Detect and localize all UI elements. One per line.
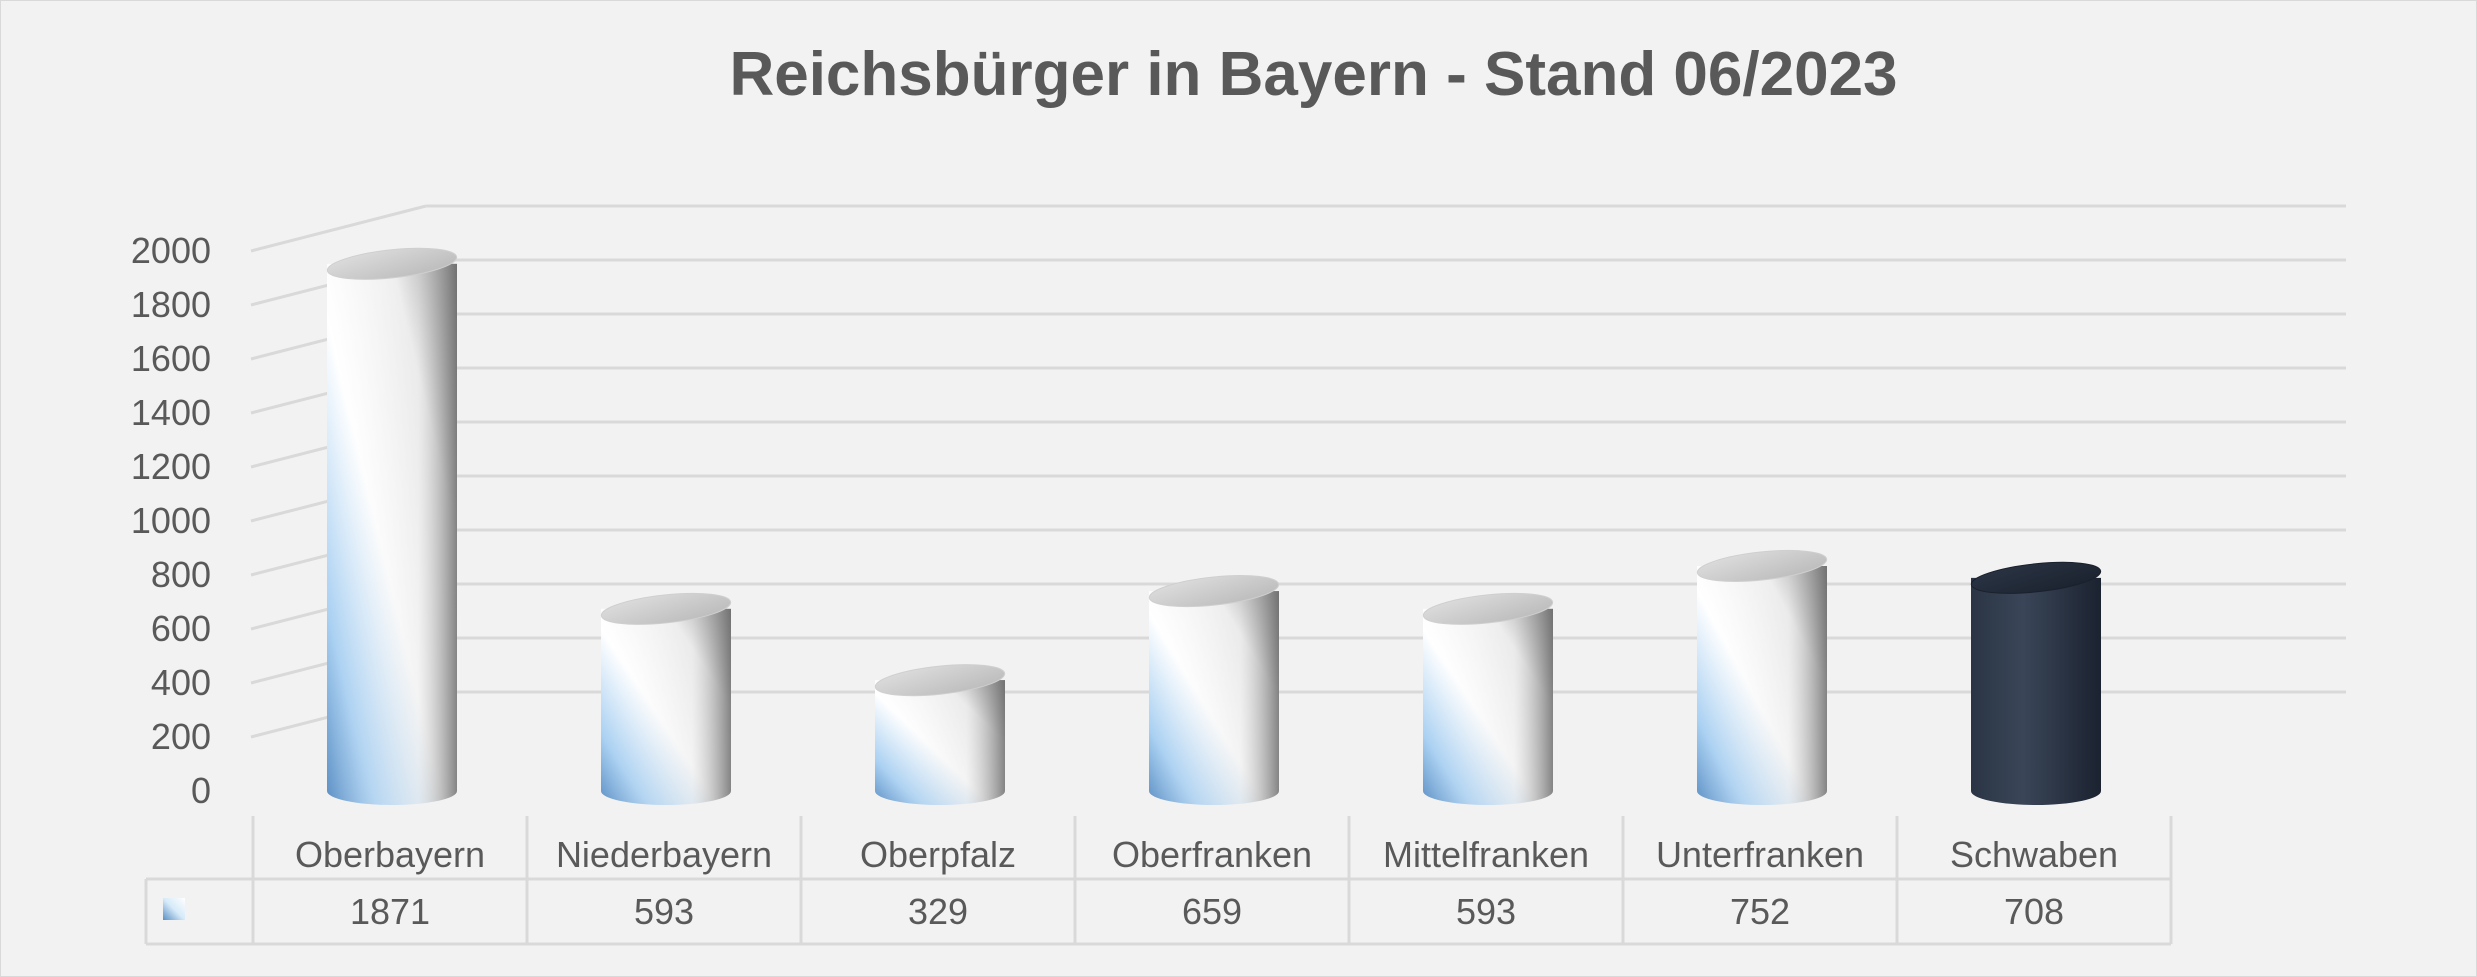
gridlines [250, 204, 2346, 739]
bar-top [1970, 561, 2102, 594]
data-value-label: 329 [908, 891, 968, 932]
bar [1970, 561, 2102, 805]
y-tick-label: 2000 [131, 230, 211, 271]
category-label: Oberbayern [295, 834, 485, 875]
data-value-label: 593 [634, 891, 694, 932]
y-tick-label: 1800 [131, 284, 211, 325]
bar-shade [875, 680, 1005, 805]
bar-shade [1149, 591, 1279, 805]
y-tick-label: 200 [151, 716, 211, 757]
bar-top [1148, 575, 1280, 608]
bar [874, 664, 1006, 805]
category-label: Oberpfalz [860, 834, 1016, 875]
category-label: Schwaben [1950, 834, 2118, 875]
data-value-label: 752 [1730, 891, 1790, 932]
bar-body [1971, 577, 2101, 805]
bar [1422, 592, 1554, 805]
y-tick-label: 0 [191, 770, 211, 811]
bar [326, 247, 458, 806]
bar [1696, 549, 1828, 805]
category-label: Unterfranken [1656, 834, 1864, 875]
bar-top [600, 592, 732, 625]
data-value-label: 659 [1182, 891, 1242, 932]
chart-title: Reichsbürger in Bayern - Stand 06/2023 [729, 40, 1898, 109]
y-tick-label: 400 [151, 662, 211, 703]
bar-top [326, 247, 458, 280]
category-label: Mittelfranken [1383, 834, 1589, 875]
bar-top [1422, 592, 1554, 625]
y-tick-label: 800 [151, 554, 211, 595]
y-tick-label: 1400 [131, 392, 211, 433]
data-value-label: 1871 [350, 891, 430, 932]
category-label: Niederbayern [556, 834, 772, 875]
gridline-diag [250, 204, 427, 253]
bar-shade [1423, 608, 1553, 805]
y-tick-label: 1600 [131, 338, 211, 379]
y-tick-label: 1000 [131, 500, 211, 541]
bar-shade [601, 608, 731, 805]
y-tick-label: 600 [151, 608, 211, 649]
y-axis: 0 200 400 600 800 1000 1200 1400 1600 1800 2000 [131, 230, 211, 811]
y-tick-label: 1200 [131, 446, 211, 487]
legend-key-swatch [163, 898, 185, 920]
bar [600, 592, 732, 805]
data-value-label: 708 [2004, 891, 2064, 932]
bar-shade [327, 263, 457, 806]
category-label: Oberfranken [1112, 834, 1312, 875]
bars [326, 247, 2102, 806]
data-table: Oberbayern 1871 Niederbayern 593 Oberpfalz 32… [144, 816, 2173, 946]
data-value-label: 593 [1456, 891, 1516, 932]
bar-top [1696, 549, 1828, 582]
bar [1148, 575, 1280, 805]
bar-shade [1697, 565, 1827, 805]
bar-top [874, 664, 1006, 697]
